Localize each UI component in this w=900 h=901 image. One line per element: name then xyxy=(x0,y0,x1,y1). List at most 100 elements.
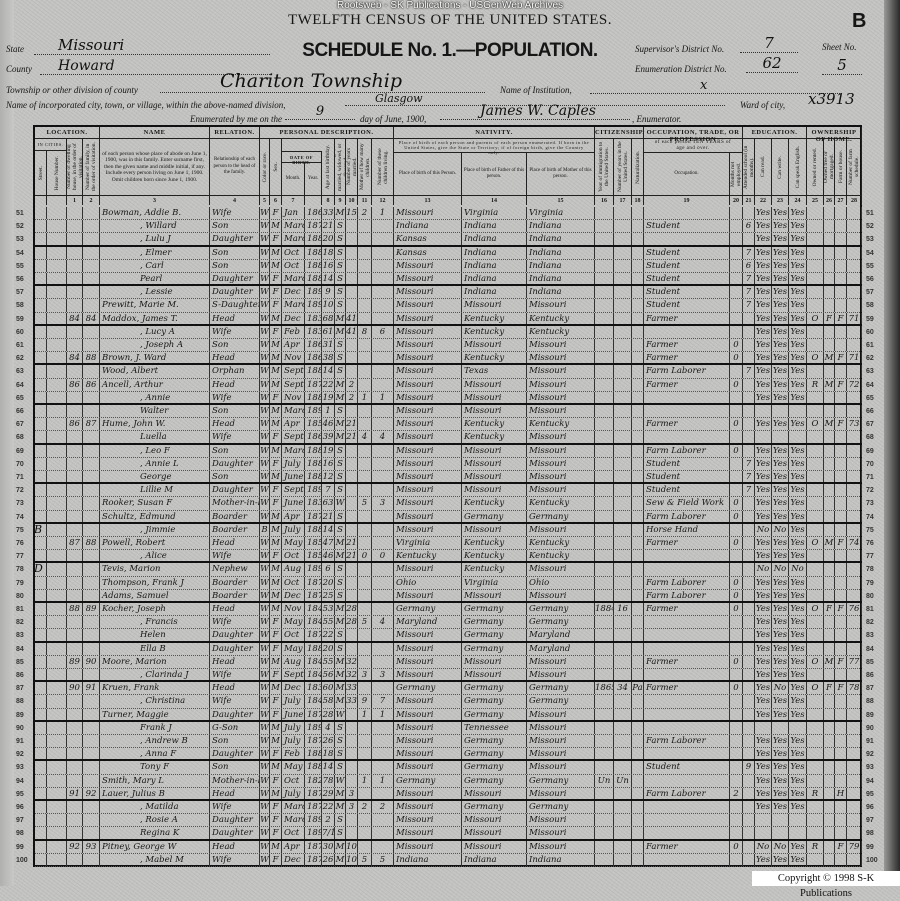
cell-moc xyxy=(358,748,372,760)
cell-mar: M xyxy=(335,418,346,431)
township-label: Township or other division of county xyxy=(6,85,138,95)
cell-ym: 28 xyxy=(346,603,358,616)
cell-rel: Son xyxy=(210,246,260,259)
cell-name: , Elmer xyxy=(100,246,210,259)
cell-own xyxy=(807,563,824,576)
cell-color: W xyxy=(260,629,270,641)
cell-age: 33 xyxy=(322,207,335,220)
cell-write: Yes xyxy=(772,220,789,233)
cell-school: 7 xyxy=(743,273,755,285)
cell-chl xyxy=(372,299,394,312)
cell-own: O xyxy=(807,312,824,324)
cell-pb: Missouri xyxy=(394,840,462,853)
column-number-occ: 19 xyxy=(644,195,730,205)
cell-sched: 72 xyxy=(847,378,862,391)
column-header-read: Can read. xyxy=(755,139,772,195)
cell-dw: 92 xyxy=(67,840,83,853)
cell-moc xyxy=(358,457,372,470)
cell-eng: Yes xyxy=(789,246,807,259)
column-number-dw: 1 xyxy=(67,195,83,205)
cell-age: 14 xyxy=(322,273,335,285)
cell-sex: M xyxy=(270,471,282,483)
cell-moc xyxy=(358,259,372,272)
cell-yrs xyxy=(614,510,632,522)
cell-farm xyxy=(835,457,847,470)
cell-rel: Head xyxy=(210,682,260,695)
cell-own xyxy=(807,708,824,720)
cell-ym xyxy=(346,405,358,418)
cell-age: 31 xyxy=(322,339,335,352)
cell-sex: M xyxy=(270,312,282,324)
cell-mar: S xyxy=(335,259,346,272)
scan-edge-left xyxy=(0,0,14,886)
cell-age: 16 xyxy=(322,259,335,272)
cell-ym xyxy=(346,629,358,641)
cell-yrs xyxy=(614,431,632,443)
cell-color: W xyxy=(260,801,270,814)
cell-month: June xyxy=(284,497,305,510)
cell-moc xyxy=(358,378,372,391)
cell-write: Yes xyxy=(772,233,789,245)
sheet-letter: B xyxy=(852,10,867,32)
row-number-left: 61 xyxy=(16,342,24,349)
cell-month: July xyxy=(282,695,305,708)
cell-mort xyxy=(824,286,835,299)
cell-house xyxy=(47,576,67,589)
row-number-left: 52 xyxy=(16,223,24,231)
cell-year: 1888 xyxy=(305,471,322,483)
cell-school: 6 xyxy=(743,220,755,233)
cell-age: 47 xyxy=(322,537,335,550)
cell-ym: 21 xyxy=(346,537,358,550)
cell-unemp xyxy=(730,814,743,827)
cell-farm xyxy=(835,431,847,443)
cell-street xyxy=(35,286,47,299)
cell-yrs xyxy=(614,312,632,324)
cell-pbm: Germany xyxy=(527,616,595,629)
cell-age: 22 xyxy=(322,629,335,641)
cell-age: 46 xyxy=(322,550,335,562)
cell-ym: 3 xyxy=(346,801,358,814)
cell-house xyxy=(47,233,67,245)
table-row: PearlDaughterWFMarch188614SMissouriIndia… xyxy=(35,273,862,287)
cell-mort xyxy=(824,801,835,814)
cell-month: March xyxy=(282,801,305,814)
table-row: Tevis, MarionNephewWMAug18936SMissouriKe… xyxy=(35,563,862,577)
cell-color: W xyxy=(260,695,270,708)
cell-rel: Son xyxy=(210,339,260,352)
cell-imm xyxy=(595,220,614,233)
cell-house xyxy=(47,748,67,760)
cell-write: Yes xyxy=(772,497,789,510)
cell-sched xyxy=(847,695,862,708)
cell-age: 78 xyxy=(322,774,335,787)
cell-fam xyxy=(83,207,100,220)
cell-sex: M xyxy=(270,576,282,589)
cell-eng: Yes xyxy=(789,735,807,748)
cell-age: 21 xyxy=(322,220,335,233)
cell-yrs xyxy=(614,365,632,378)
cell-write: No xyxy=(772,682,789,695)
cell-age: 58 xyxy=(322,695,335,708)
cell-read: Yes xyxy=(755,365,772,378)
cell-write: Yes xyxy=(772,735,789,748)
cell-unemp xyxy=(730,748,743,760)
cell-name: Wood, Albert xyxy=(100,365,210,378)
cell-own xyxy=(807,497,824,510)
cell-imm xyxy=(595,246,614,259)
column-number-chl: 12 xyxy=(372,195,394,205)
cell-age: 19 xyxy=(322,391,335,403)
cell-chl xyxy=(372,537,394,550)
cell-pb: Missouri xyxy=(394,352,462,364)
cell-pbm: Germany xyxy=(527,510,595,522)
cell-read: Yes xyxy=(755,748,772,760)
cell-month: Sept xyxy=(284,378,305,391)
cell-unemp xyxy=(730,484,743,497)
row-number-left: 92 xyxy=(16,751,24,759)
cell-pb: Missouri xyxy=(394,589,462,601)
cell-sched xyxy=(847,471,862,483)
cell-sex: M xyxy=(270,365,282,378)
cell-read: No xyxy=(755,523,772,536)
cell-write: No xyxy=(772,840,789,853)
cell-write: Yes xyxy=(772,418,789,431)
cell-unemp xyxy=(730,312,743,324)
